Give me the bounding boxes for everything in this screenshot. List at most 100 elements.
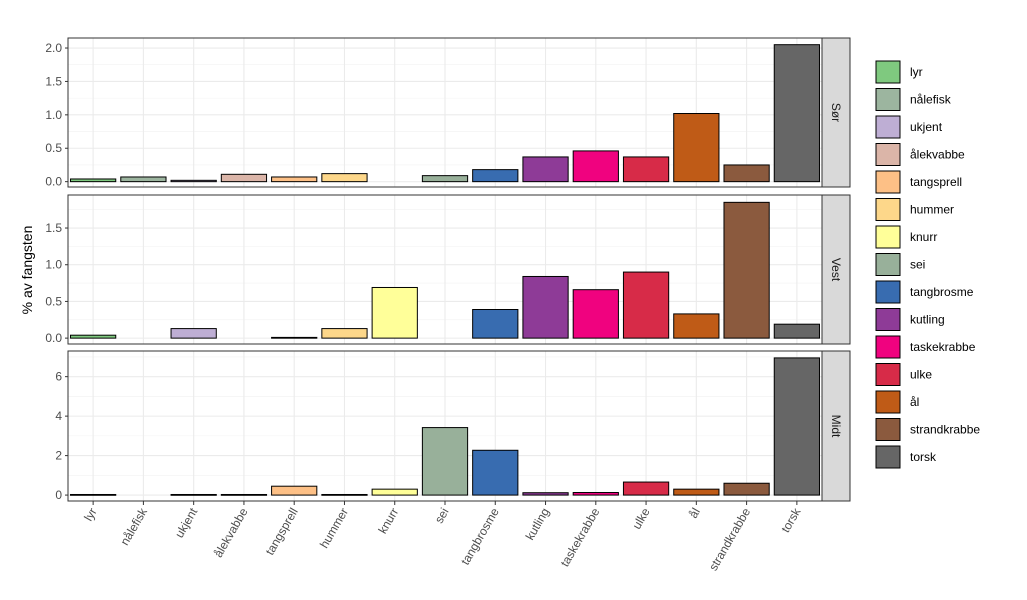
panel-sør: 0.0 0.5 1.0 1.5 2.0 Sør	[45, 37, 851, 189]
facet-label-sør: Sør	[829, 103, 843, 122]
legend-swatch-taskekrabbe	[875, 335, 901, 359]
legend-label-tangbrosme: tangbrosme	[910, 285, 974, 299]
y-tick-label: 1.5	[45, 74, 62, 88]
facet-label-midt: Midt	[829, 415, 843, 438]
y-tick-label: 2.0	[45, 41, 62, 55]
x-tick-label-ukjent: ukjent	[172, 505, 200, 540]
bar-midt-ukjent	[170, 493, 217, 496]
bar-sør-nålefisk	[120, 176, 167, 183]
legend-swatch-kutling	[875, 308, 901, 331]
x-tick-label-lyr: lyr	[81, 506, 99, 524]
legend-label-sei: sei	[910, 258, 925, 272]
panel-midt: 0 2 4 6 Midt	[55, 350, 851, 502]
y-tick-label: 1.0	[45, 258, 62, 272]
legend-swatch-ålekvabbe	[875, 143, 901, 166]
x-tick-label-taskekrabbe: taskekrabbe	[558, 505, 603, 569]
y-tick-label: 0.5	[45, 294, 62, 308]
bar-sør-tangbrosme	[472, 169, 519, 183]
legend-swatch-ukjent	[875, 115, 901, 139]
bar-sør-ål	[673, 113, 720, 183]
x-tick-label-strandkrabbe: strandkrabbe	[706, 505, 753, 573]
bar-vest-ukjent	[170, 328, 217, 339]
bar-midt-ålekvabbe	[220, 493, 268, 496]
x-tick-label-tangsprell: tangsprell	[263, 506, 301, 558]
y-tick-label: 0.0	[45, 175, 62, 189]
bar-midt-torsk	[773, 357, 820, 496]
bar-vest-lyr	[70, 334, 117, 339]
bar-midt-kutling	[522, 492, 569, 496]
y-tick-label: 4	[55, 409, 62, 423]
bar-midt-knurr	[371, 488, 418, 496]
legend-label-ukjent: ukjent	[910, 120, 943, 134]
bar-sør-torsk	[773, 44, 820, 183]
bar-sør-kutling	[522, 156, 569, 183]
bar-vest-ulke	[622, 271, 670, 339]
bar-vest-torsk	[773, 323, 820, 339]
bar-sør-ålekvabbe	[220, 173, 268, 183]
bar-vest-kutling	[522, 275, 569, 339]
bar-midt-hummer	[321, 493, 368, 496]
bar-sør-hummer	[321, 173, 368, 183]
x-tick-label-knurr: knurr	[376, 506, 402, 537]
bar-midt-ulke	[622, 481, 670, 496]
bar-midt-ål	[673, 488, 720, 496]
bar-sør-ukjent	[170, 179, 217, 183]
bar-vest-hummer	[321, 328, 368, 339]
y-tick-label: 2	[55, 449, 62, 463]
y-tick-label: 1.0	[45, 108, 62, 122]
y-tick-label: 0	[55, 488, 62, 502]
legend-label-knurr: knurr	[910, 230, 937, 244]
legend-swatch-knurr	[875, 225, 901, 249]
legend-swatch-strandkrabbe	[875, 418, 901, 441]
bar-midt-taskekrabbe	[572, 492, 619, 496]
facet-strip	[821, 37, 851, 188]
legend-label-nålefisk: nålefisk	[910, 93, 952, 107]
legend-label-ål: ål	[910, 395, 919, 409]
legend-swatch-nålefisk	[875, 88, 901, 111]
x-axis-ticks: lyr nålefisk ukjent ålekvabbe tangsprell humm…	[81, 501, 804, 573]
legend-swatch-ulke	[875, 363, 901, 386]
y-tick-label: 0.0	[45, 331, 62, 345]
legend-swatch-hummer	[875, 198, 901, 221]
legend-label-lyr: lyr	[910, 65, 923, 79]
bar-sør-strandkrabbe	[723, 164, 770, 183]
bar-midt-sei	[421, 427, 469, 496]
x-tick-label-ål: ål	[686, 506, 703, 521]
facet-label-vest: Vest	[829, 258, 843, 282]
bar-sør-taskekrabbe	[572, 150, 619, 183]
bar-midt-tangsprell	[271, 485, 318, 496]
facet-strip	[821, 194, 851, 345]
legend-label-taskekrabbe: taskekrabbe	[910, 340, 976, 354]
bar-vest-tangsprell	[271, 336, 318, 339]
bar-vest-taskekrabbe	[572, 289, 619, 339]
panels: 0.0 0.5 1.0 1.5 2.0 Sør 0.0 0.5 1.0 1.5 Vest 0 2 4 6 Mi…	[45, 37, 851, 502]
y-axis-title: % av fangsten	[19, 226, 35, 315]
bar-vest-tangbrosme	[472, 309, 519, 339]
legend-label-ulke: ulke	[910, 368, 932, 382]
legend-swatch-tangsprell	[875, 170, 901, 194]
x-tick-label-hummer: hummer	[317, 506, 351, 551]
bar-sør-tangsprell	[271, 176, 318, 183]
x-tick-label-ulke: ulke	[630, 505, 653, 531]
legend-label-strandkrabbe: strandkrabbe	[910, 423, 980, 437]
y-tick-label: 6	[55, 370, 62, 384]
legend: lyr nålefisk ukjent ålekvabbe tangsprell humm…	[875, 60, 980, 469]
legend-label-tangsprell: tangsprell	[910, 175, 962, 189]
bar-midt-tangbrosme	[472, 449, 519, 496]
x-tick-label-kutling: kutling	[523, 506, 552, 543]
bar-vest-ål	[673, 313, 720, 339]
bar-midt-strandkrabbe	[723, 482, 770, 496]
x-tick-label-torsk: torsk	[778, 505, 804, 535]
legend-swatch-tangbrosme	[875, 280, 901, 304]
legend-swatch-torsk	[875, 445, 901, 469]
y-tick-label: 1.5	[45, 221, 62, 235]
legend-label-torsk: torsk	[910, 450, 937, 464]
bar-vest-knurr	[371, 286, 418, 339]
x-tick-label-tangbrosme: tangbrosme	[458, 505, 502, 567]
legend-label-ålekvabbe: ålekvabbe	[910, 148, 965, 162]
bar-sør-sei	[421, 175, 469, 183]
bar-vest-strandkrabbe	[723, 201, 770, 339]
x-tick-label-nålefisk: nålefisk	[118, 505, 151, 548]
legend-swatch-lyr	[875, 60, 901, 84]
x-tick-label-sei: sei	[432, 506, 452, 526]
